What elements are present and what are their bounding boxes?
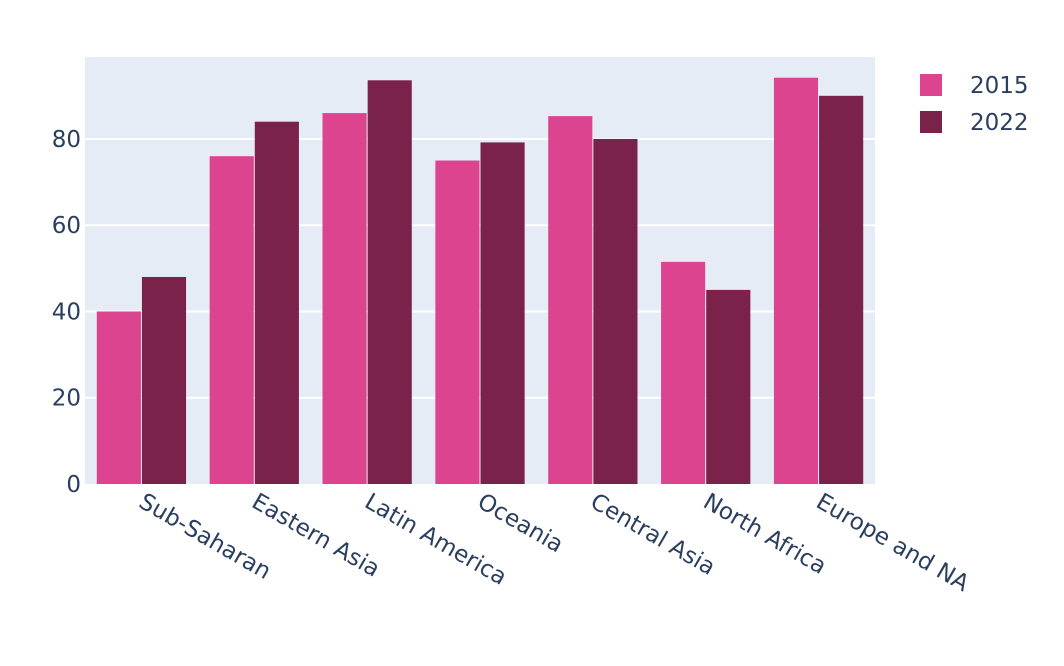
y-axis: 0 20 40 60 80	[52, 127, 81, 498]
legend-label: 2022	[970, 110, 1029, 136]
bar-2015-4[interactable]	[548, 116, 593, 484]
y-tick-label: 20	[52, 386, 81, 412]
bar-2015-1[interactable]	[209, 156, 254, 484]
bar-2022-4[interactable]	[593, 138, 638, 484]
x-tick-label: Central Asia	[586, 489, 720, 581]
plot-area	[85, 57, 875, 484]
bar-2015-6[interactable]	[773, 77, 819, 484]
bar-2022-6[interactable]	[819, 95, 864, 485]
legend-swatch	[920, 111, 942, 133]
bar-2022-2[interactable]	[367, 80, 412, 485]
legend-item-2015[interactable]: 2015	[920, 73, 1029, 99]
legend[interactable]: 2015 2022	[920, 73, 1029, 136]
bar-2022-1[interactable]	[254, 121, 299, 485]
bar-2022-5[interactable]	[706, 289, 751, 484]
bar-2015-5[interactable]	[661, 261, 706, 484]
y-tick-label: 0	[66, 472, 81, 498]
y-tick-label: 80	[52, 127, 81, 153]
x-tick-label: North Africa	[699, 489, 831, 580]
x-tick-label: Oceania	[473, 489, 567, 559]
x-tick-label: Europe and NA	[812, 489, 974, 598]
bar-2015-0[interactable]	[96, 311, 141, 484]
bar-2022-0[interactable]	[141, 276, 187, 484]
bar-2022-3[interactable]	[480, 142, 525, 484]
legend-item-2022[interactable]: 2022	[920, 110, 1029, 136]
legend-swatch	[920, 74, 942, 96]
bar-2015-3[interactable]	[435, 160, 480, 485]
y-tick-label: 40	[52, 299, 81, 325]
y-tick-label: 60	[52, 213, 81, 239]
legend-label: 2015	[970, 73, 1029, 99]
bar-2015-2[interactable]	[322, 113, 367, 484]
bars	[96, 77, 864, 485]
